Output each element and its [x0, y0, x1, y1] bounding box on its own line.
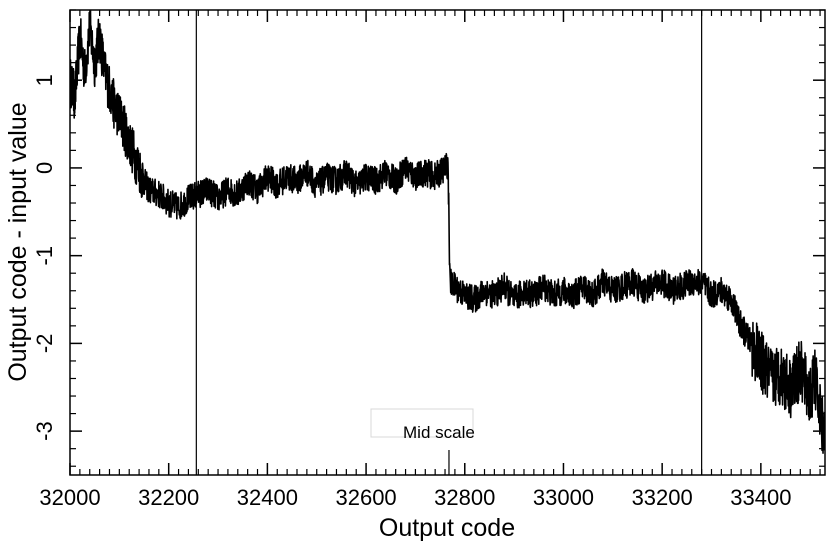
y-tick-label: -1 [32, 246, 57, 266]
x-tick-label: 33200 [632, 485, 693, 510]
annotation-group: Mid scale [370, 408, 475, 475]
y-tick-label: 0 [32, 162, 57, 174]
y-tick-label: -3 [32, 421, 57, 441]
x-tick-label: 32400 [237, 485, 298, 510]
y-axis-title: Output code - input value [4, 102, 32, 381]
axis-ticks: 32000 32200 32400 32600 32800 33000 33200 33400… [32, 9, 825, 510]
x-tick-label: 33400 [730, 485, 791, 510]
x-tick-label: 32800 [434, 485, 495, 510]
x-tick-label: 32600 [335, 485, 396, 510]
annotation-box [370, 408, 474, 438]
x-axis-title: Output code [379, 514, 515, 542]
x-tick-label: 32000 [39, 485, 100, 510]
x-tick-label: 32200 [138, 485, 199, 510]
plot-frame [69, 9, 826, 476]
plot-area [70, 10, 825, 475]
mid-scale-label: Mid scale [403, 423, 475, 442]
y-tick-label: 1 [32, 74, 57, 86]
x-tick-label: 33000 [533, 485, 594, 510]
y-tick-label: -2 [32, 334, 57, 354]
series-line-1 [70, 10, 825, 454]
